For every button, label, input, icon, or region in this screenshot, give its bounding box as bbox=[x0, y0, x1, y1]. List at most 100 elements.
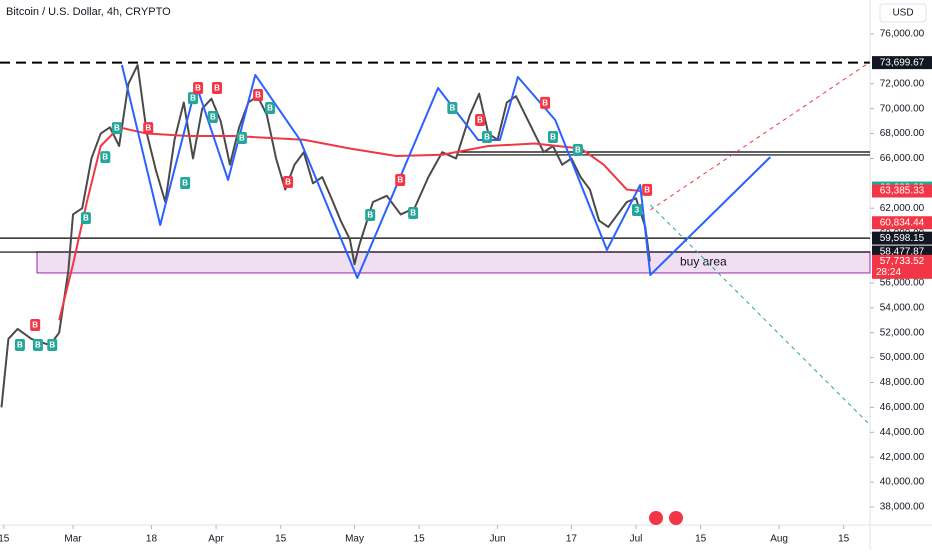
signal-badge bbox=[475, 113, 486, 126]
y-tick-label: 54,000.00 bbox=[880, 302, 925, 313]
event-icon[interactable] bbox=[649, 511, 663, 525]
price-label: 60,834.44 bbox=[880, 217, 925, 228]
y-tick-label: 62,000.00 bbox=[880, 203, 925, 214]
x-tick-label: 15 bbox=[414, 534, 426, 545]
zone-label: buy area bbox=[680, 255, 727, 269]
signal-label: B bbox=[32, 321, 38, 330]
price-label: 73,699.67 bbox=[880, 57, 925, 68]
currency-button[interactable] bbox=[879, 3, 927, 23]
signal-label: B bbox=[542, 99, 548, 108]
signal-badge bbox=[365, 208, 376, 221]
signal-label: B bbox=[239, 134, 245, 143]
signal-badge bbox=[572, 143, 583, 156]
signal-badge bbox=[143, 122, 154, 135]
signal-label: B bbox=[102, 153, 108, 162]
chart-title: Bitcoin / U.S. Dollar, 4h, CRYPTO bbox=[6, 6, 171, 18]
price-label-box bbox=[872, 56, 932, 70]
x-tick-label: Aug bbox=[770, 534, 788, 545]
signal-badge bbox=[395, 173, 406, 186]
signal-badge bbox=[193, 81, 204, 94]
signal-badge bbox=[14, 339, 25, 352]
y-tick-label: 72,000.00 bbox=[880, 78, 925, 89]
signal-label: B bbox=[477, 116, 483, 125]
price-label-box bbox=[872, 254, 932, 279]
signal-label: B bbox=[367, 211, 373, 220]
signal-badge bbox=[547, 131, 558, 144]
y-tick-label: 50,000.00 bbox=[880, 352, 925, 363]
signal-label: B bbox=[449, 104, 455, 113]
y-tick-label: 52,000.00 bbox=[880, 327, 925, 338]
signal-label: B bbox=[285, 178, 291, 187]
signal-badge bbox=[642, 183, 653, 196]
price-label: 58,477.87 bbox=[880, 247, 925, 258]
signal-label: B bbox=[484, 133, 490, 142]
signal-label: B bbox=[35, 341, 41, 350]
price-label: 57,733.52 bbox=[880, 256, 925, 267]
signal-badge bbox=[236, 132, 247, 145]
signal-badge bbox=[30, 318, 41, 331]
price-label-box bbox=[872, 216, 932, 230]
y-tick-label: 46,000.00 bbox=[880, 402, 925, 413]
signal-badge bbox=[481, 131, 492, 144]
price-label: 63,385.33 bbox=[880, 186, 925, 197]
signal-badge bbox=[253, 88, 264, 101]
signal-label: B bbox=[210, 113, 216, 122]
price-label-box bbox=[872, 184, 932, 198]
signal-badge bbox=[408, 206, 419, 219]
signal-label: B bbox=[550, 133, 556, 142]
signal-badge bbox=[180, 176, 191, 189]
signal-label: B bbox=[190, 94, 196, 103]
y-tick-label: 68,000.00 bbox=[880, 128, 925, 139]
y-tick-label: 40,000.00 bbox=[880, 477, 925, 488]
x-tick-label: Apr bbox=[208, 534, 224, 545]
trendline bbox=[649, 204, 871, 426]
signal-badge bbox=[540, 96, 551, 109]
y-tick-label: 42,000.00 bbox=[880, 452, 925, 463]
signal-label: B bbox=[575, 146, 581, 155]
x-tick-label: 17 bbox=[566, 534, 578, 545]
x-tick-label: 15 bbox=[695, 534, 707, 545]
signal-badge bbox=[447, 102, 458, 115]
currency-label[interactable]: USD bbox=[892, 8, 913, 19]
signal-badge bbox=[631, 203, 642, 216]
x-tick-label: May bbox=[345, 534, 364, 545]
signal-label: B bbox=[410, 209, 416, 218]
x-tick-label: 15 bbox=[275, 534, 287, 545]
price-label: 59,598.15 bbox=[880, 233, 925, 244]
signal-label: B bbox=[267, 104, 273, 113]
y-tick-label: 56,000.00 bbox=[880, 278, 925, 289]
x-tick-label: 18 bbox=[146, 534, 158, 545]
signal-label: B bbox=[255, 91, 261, 100]
y-tick-label: 76,000.00 bbox=[880, 29, 925, 40]
price-line bbox=[120, 64, 772, 279]
signal-badge bbox=[211, 81, 222, 94]
x-tick-label: 15 bbox=[0, 534, 10, 545]
price-label-box bbox=[872, 231, 932, 245]
y-tick-label: 70,000.00 bbox=[880, 103, 925, 114]
price-line bbox=[58, 126, 641, 321]
event-icon[interactable] bbox=[669, 511, 683, 525]
x-tick-label: 15 bbox=[838, 534, 850, 545]
signal-label: B bbox=[145, 124, 151, 133]
signal-badge bbox=[283, 175, 294, 188]
signal-badge bbox=[187, 92, 198, 105]
signal-label: B bbox=[195, 84, 201, 93]
x-tick-label: Jun bbox=[490, 534, 506, 545]
signal-label: B bbox=[214, 84, 220, 93]
signal-label: 3 bbox=[635, 206, 640, 215]
signal-label: B bbox=[397, 176, 403, 185]
signal-label: B bbox=[17, 341, 23, 350]
y-tick-label: 44,000.00 bbox=[880, 427, 925, 438]
y-tick-label: 38,000.00 bbox=[880, 502, 925, 513]
signal-badge bbox=[80, 212, 91, 225]
signal-badge bbox=[47, 339, 58, 352]
x-tick-label: Mar bbox=[64, 534, 82, 545]
countdown: 28:24 bbox=[876, 267, 901, 278]
x-tick-label: Jul bbox=[630, 534, 643, 545]
signal-badge bbox=[207, 110, 218, 123]
signal-badge bbox=[32, 339, 43, 352]
y-tick-label: 48,000.00 bbox=[880, 377, 925, 388]
